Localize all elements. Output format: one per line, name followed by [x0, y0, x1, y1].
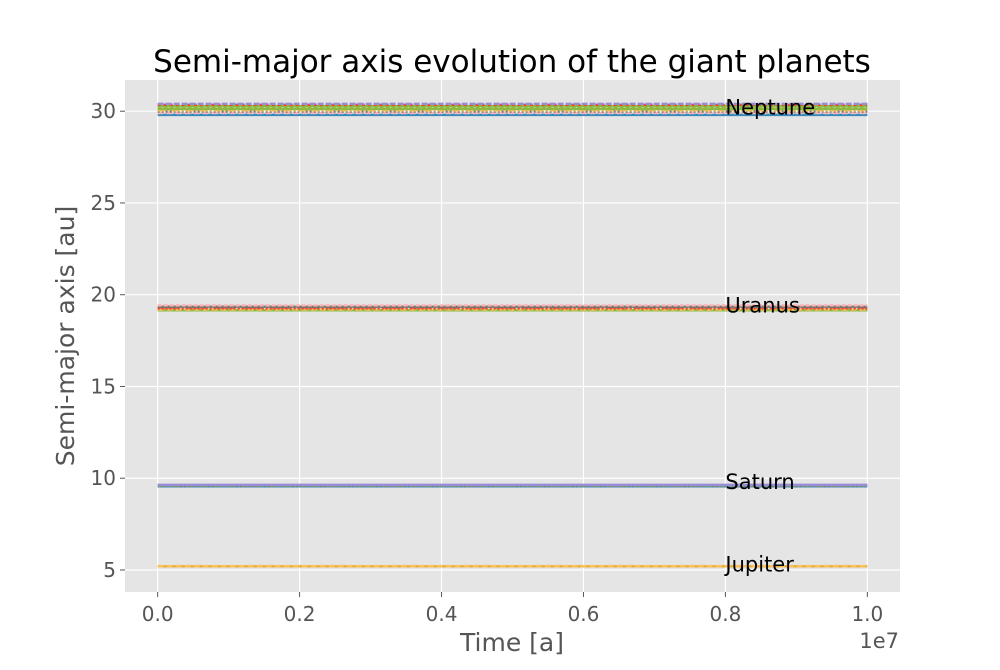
- annotation-uranus: Uranus: [725, 294, 799, 318]
- x-tick-label: 1.0: [851, 602, 883, 626]
- y-ticks: 5 10 15 20 25 30: [91, 99, 125, 582]
- annotation-saturn: Saturn: [725, 470, 794, 494]
- y-axis-label: Semi-major axis [au]: [51, 206, 80, 466]
- x-offset-label: 1e7: [859, 629, 899, 653]
- y-tick-label: 15: [91, 374, 116, 398]
- y-tick-label: 30: [91, 99, 116, 123]
- y-tick-label: 10: [91, 466, 116, 490]
- x-ticks: 0.0 0.2 0.4 0.6 0.8 1.0: [142, 592, 884, 626]
- chart-title: Semi-major axis evolution of the giant p…: [153, 44, 871, 80]
- plot-area: [125, 80, 900, 592]
- annotation-jupiter: Jupiter: [723, 552, 794, 576]
- x-tick-label: 0.2: [284, 602, 316, 626]
- x-tick-label: 0.4: [426, 602, 458, 626]
- y-tick-label: 25: [91, 191, 116, 215]
- x-tick-label: 0.8: [710, 602, 742, 626]
- x-tick-label: 0.6: [568, 602, 600, 626]
- y-tick-label: 5: [103, 558, 116, 582]
- x-axis-label: Time [a]: [459, 628, 564, 657]
- y-tick-label: 20: [91, 283, 116, 307]
- x-tick-label: 0.0: [142, 602, 174, 626]
- annotation-neptune: Neptune: [725, 96, 815, 120]
